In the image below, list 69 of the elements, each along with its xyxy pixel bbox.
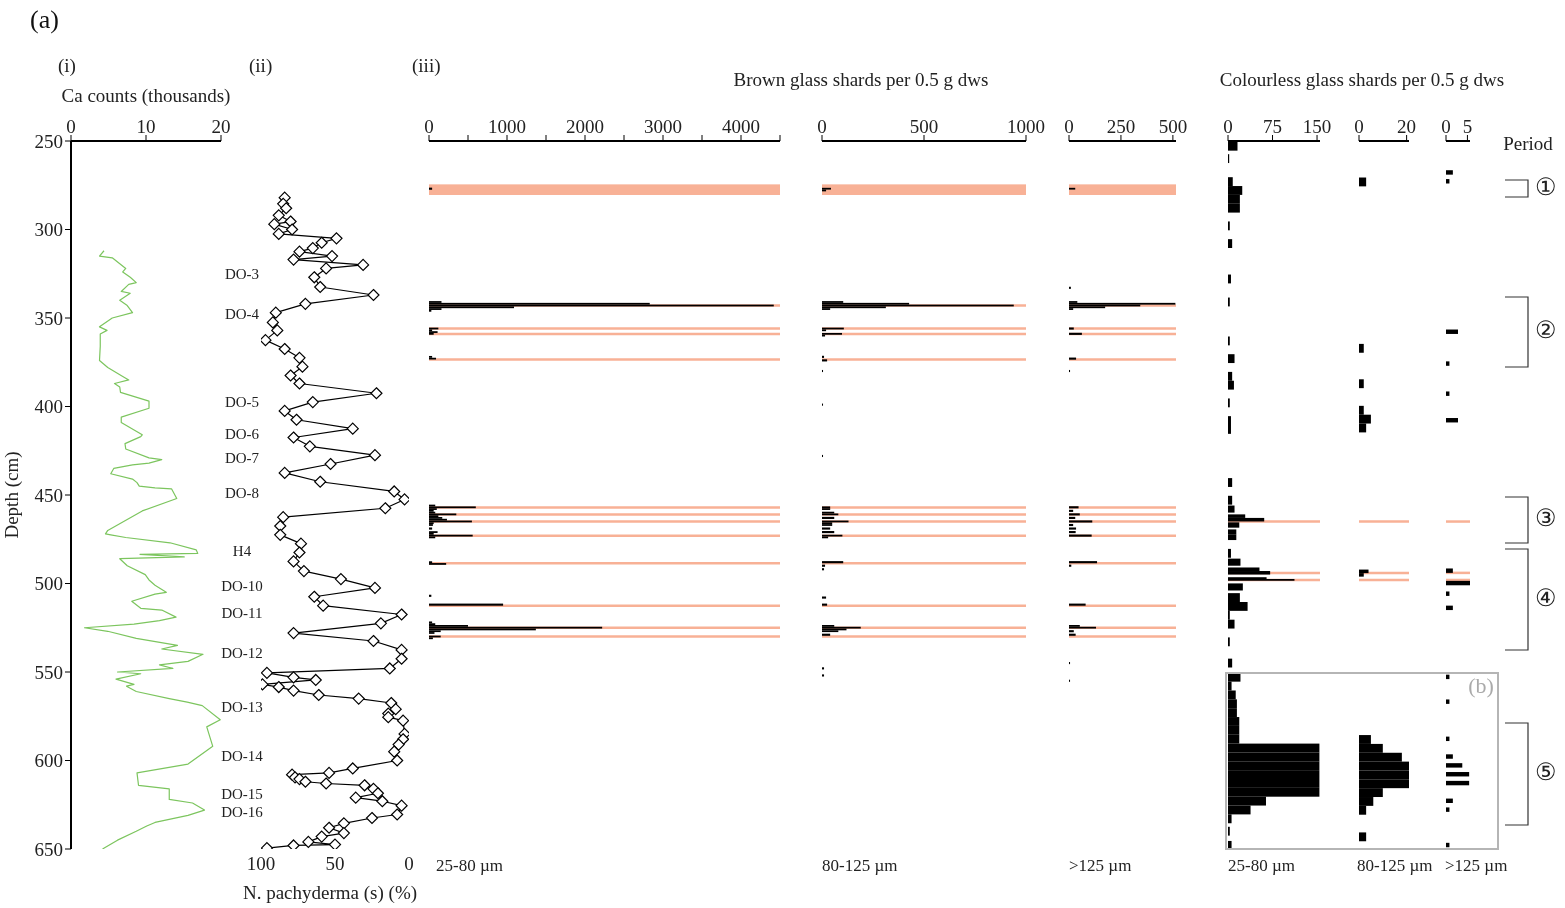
chart-title: (iii) <box>412 55 441 78</box>
y-tick-label: 600 <box>34 750 63 772</box>
text: DO-8 <box>224 485 260 502</box>
x-axis-title: 80-125 µm <box>822 855 898 875</box>
annotation: DO-11 <box>221 605 263 622</box>
x-tick-label: 500 <box>909 116 939 137</box>
text: ① <box>1535 173 1557 200</box>
x-tick-label: 0 <box>404 853 414 875</box>
x-tick-label: 5 <box>1462 116 1473 137</box>
x-tick-label: 0 <box>66 116 76 137</box>
x-tick-label: 0 <box>1064 116 1074 137</box>
x-tick-label: 0 <box>817 116 827 137</box>
x-axis-title: 25-80 µm <box>1228 855 1295 875</box>
x-tick-label: 50 <box>325 853 345 875</box>
x-tick-label: 0 <box>1223 116 1233 137</box>
y-tick-label: 650 <box>34 838 63 860</box>
y-tick-label: 250 <box>34 130 63 152</box>
annotation: DO-14 <box>221 748 264 765</box>
x-tick-label: 75 <box>1263 116 1283 137</box>
annotation: DO-15 <box>221 786 263 803</box>
y-tick-label: 350 <box>34 307 63 329</box>
text: ④ <box>1535 584 1557 611</box>
text: DO-6 <box>224 426 260 443</box>
x-axis-title: >125 µm <box>1445 855 1508 875</box>
x-tick-label: 0 <box>1441 116 1451 137</box>
y-tick-label: 500 <box>34 573 63 595</box>
text: H4 <box>232 543 252 560</box>
y-axis-title: Depth (cm) <box>1 451 24 539</box>
x-axis-title: >125 µm <box>1069 855 1132 875</box>
text: ⑤ <box>1535 758 1557 785</box>
x-tick-label: 1000 <box>488 116 526 137</box>
x-tick-label: 10 <box>136 116 156 137</box>
x-tick-label: 20 <box>1397 116 1417 137</box>
text: DO-3 <box>224 266 260 283</box>
x-tick-label: 250 <box>1106 116 1136 137</box>
text: (a) <box>30 4 59 34</box>
x-tick-label: 2000 <box>566 116 604 137</box>
x-tick-label: 0 <box>1354 116 1364 137</box>
text: DO-5 <box>224 394 260 411</box>
y-tick-label: 450 <box>34 484 63 506</box>
x-tick-label: 3000 <box>644 116 682 137</box>
x-tick-label: 20 <box>211 116 231 137</box>
x-tick-label: 4000 <box>722 116 760 137</box>
y-tick-label: 550 <box>34 661 63 683</box>
annotation: DO-10 <box>221 578 263 595</box>
x-tick-label: 0 <box>424 116 434 137</box>
x-tick-label: 100 <box>246 853 276 875</box>
text: Period <box>1503 133 1554 155</box>
y-tick-label: 400 <box>34 396 63 418</box>
x-axis-title: N. pachyderma (s) (%) <box>242 882 418 905</box>
x-tick-label: 1000 <box>1007 116 1045 137</box>
x-tick-label: 150 <box>1302 116 1332 137</box>
x-axis-title: Ca counts (thousands) <box>61 85 231 108</box>
x-tick-label: 500 <box>1158 116 1188 137</box>
annotation: DO-12 <box>221 645 263 662</box>
chart-title: Brown glass shards per 0.5 g dws <box>733 69 989 91</box>
text: ② <box>1535 316 1557 343</box>
x-axis-title: 25-80 µm <box>436 855 503 875</box>
text: ③ <box>1535 504 1557 531</box>
annotation: DO-13 <box>221 699 263 716</box>
chart-title: (i) <box>58 55 76 78</box>
y-tick-label: 300 <box>34 219 63 241</box>
annotation: (b) <box>1468 673 1494 699</box>
x-axis-title: 80-125 µm <box>1357 855 1433 875</box>
annotation: DO-16 <box>221 804 264 821</box>
text: DO-4 <box>224 306 260 323</box>
chart-title: Colourless glass shards per 0.5 g dws <box>1219 69 1505 91</box>
text: DO-7 <box>224 450 260 467</box>
chart-title: (ii) <box>249 55 273 78</box>
